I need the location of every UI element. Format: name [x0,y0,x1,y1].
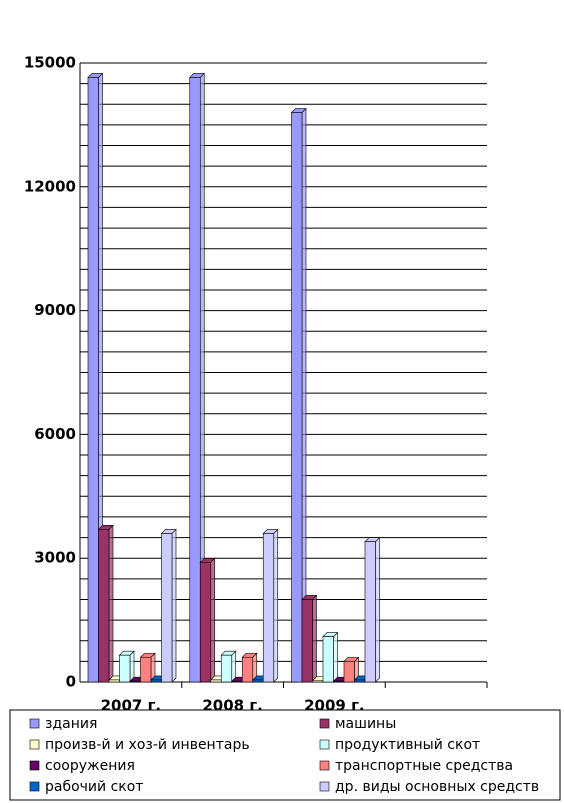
bar-3d [160,528,177,683]
bar-3d [322,631,339,683]
bar [210,679,222,683]
bar-side [171,528,177,683]
bar-side [375,536,380,683]
bar [231,680,243,683]
bar-side [333,631,338,683]
legend-swatch [29,718,40,729]
legend-label: рабочий скот [45,779,143,795]
bar [161,533,173,683]
legend-swatch [319,760,330,771]
bar [87,77,99,683]
legend-label: др. виды основных средств [335,779,539,795]
bar [262,533,275,683]
y-tick-label: 12000 [24,177,76,195]
bar-3d [241,652,258,683]
bar [98,529,110,683]
bar [333,680,345,683]
bar [301,599,313,683]
y-tick-label: 6000 [34,425,76,443]
bar-3d [139,652,156,683]
bar [252,679,264,683]
bar [322,636,334,683]
legend-label: здания [45,716,97,732]
bar [312,680,324,683]
bar [354,679,366,683]
legend-label: продуктивный скот [335,737,480,753]
legend-swatch [319,739,330,750]
legend-label: сооружения [45,758,135,774]
bar [119,654,131,683]
bar-side [273,528,279,683]
bar-3d [290,107,307,683]
bar [150,679,162,683]
bar-3d [118,650,135,683]
bar-3d [262,528,279,683]
y-tick-label: 0 [66,673,76,691]
legend-label: произв-й и хоз-й инвентарь [45,737,250,753]
y-tick-label: 15000 [24,54,76,72]
bar-3d [189,72,205,683]
y-tick-label: 9000 [34,301,76,319]
bar [364,541,376,683]
bar-3d [97,524,114,683]
legend-label: транспортные средства [335,758,513,774]
bar-3d [364,536,381,683]
legend-swatch [319,781,330,792]
legend-label: машины [335,716,396,732]
bar [291,112,303,683]
legend-swatch [29,781,40,792]
bar-3d [220,650,237,683]
bar [343,661,355,683]
bar [220,654,233,683]
bar-3d [199,557,216,683]
legend-swatch [29,739,40,750]
bar [241,656,254,683]
bar [140,656,152,683]
bar-side [312,594,317,683]
bar-3d [301,594,318,683]
bar [129,680,141,683]
bar [199,562,212,683]
legend-swatch [319,718,330,729]
legend-box [9,709,561,801]
bar [108,679,120,683]
legend-swatch [29,760,40,771]
bar [189,77,201,683]
bar-side [108,524,114,683]
y-tick-label: 3000 [34,549,76,567]
bar-side [210,557,216,683]
